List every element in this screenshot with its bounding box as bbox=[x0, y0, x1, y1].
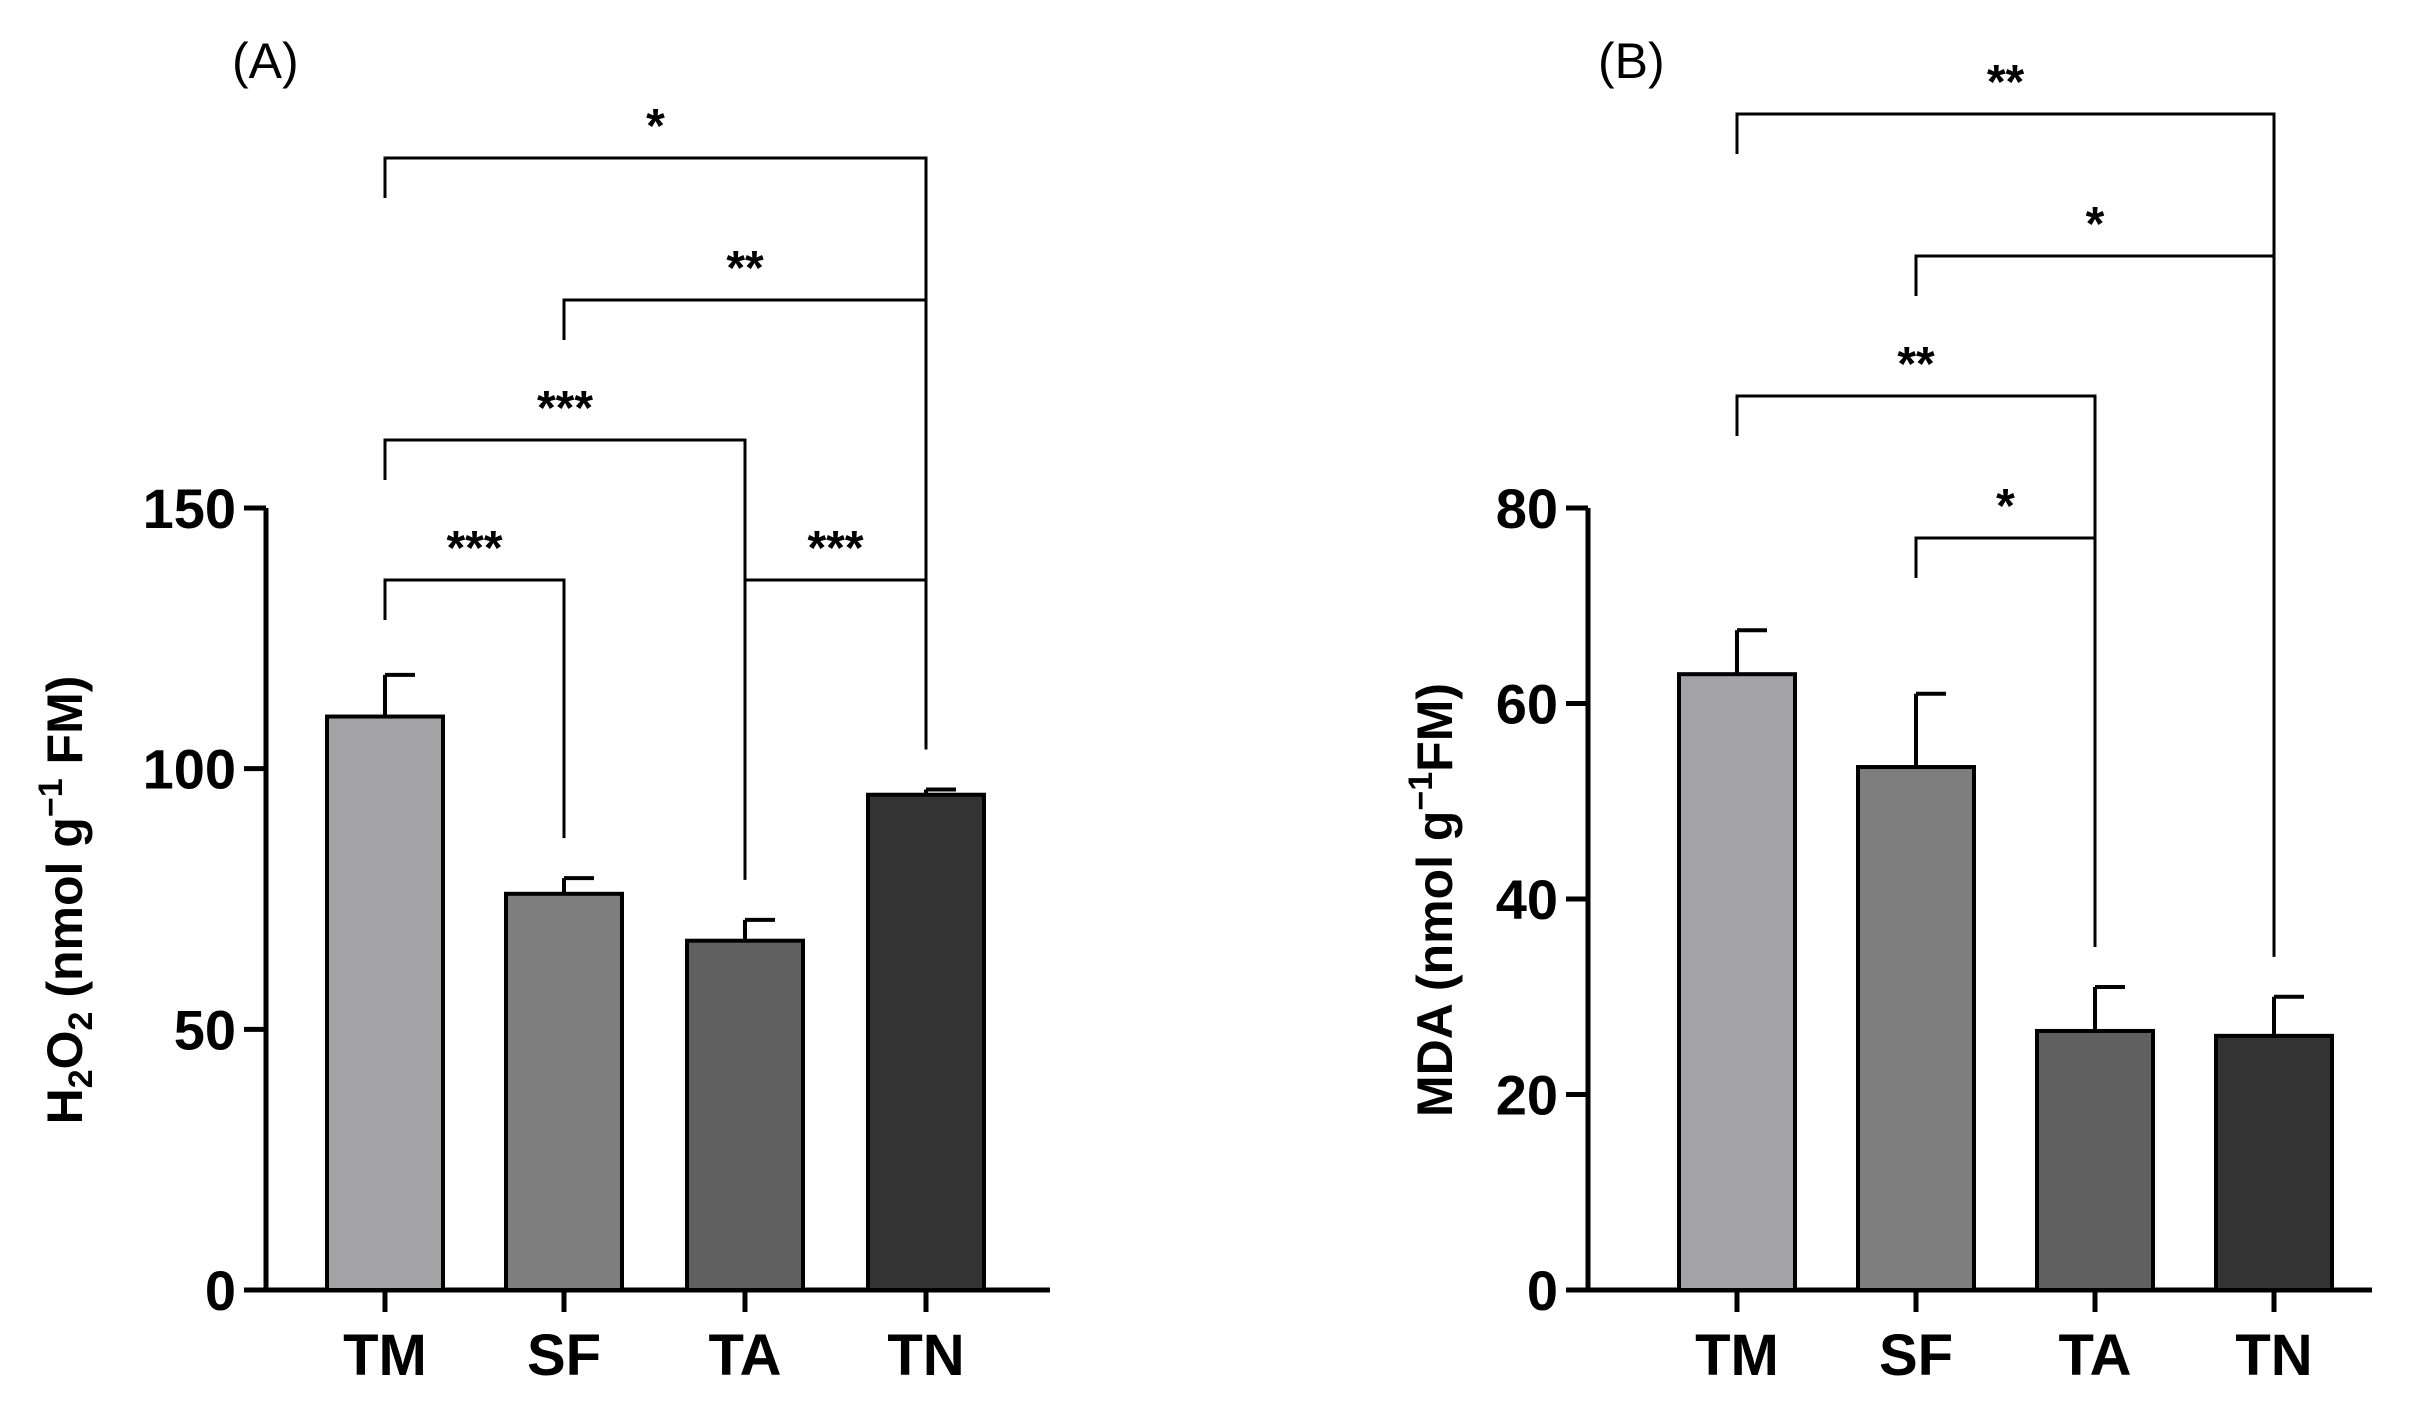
panel-a-category-label: TA bbox=[708, 1323, 781, 1388]
panel-a-significance-label: *** bbox=[537, 382, 593, 435]
panel-b-bar-tm bbox=[1677, 672, 1797, 1292]
panel-a-bar-tn bbox=[866, 792, 986, 1292]
panel-b-y-tick-label: 60 bbox=[1496, 673, 1558, 736]
panel-b-significance-label: * bbox=[2086, 198, 2105, 251]
panel-b-category-label: TM bbox=[1695, 1323, 1779, 1388]
panel-a-significance-label: *** bbox=[807, 522, 863, 575]
panel-a-bar-ta bbox=[685, 938, 805, 1292]
panel-b-y-tick-label: 0 bbox=[1527, 1259, 1558, 1322]
panel-a-y-tick-label: 50 bbox=[174, 998, 236, 1061]
panel-a-bar-tm bbox=[325, 714, 445, 1292]
panel-b-y-tick-label: 80 bbox=[1496, 477, 1558, 540]
panel-a-significance-label: ** bbox=[726, 242, 764, 295]
panel-b-category-label: SF bbox=[1879, 1323, 1953, 1388]
panel-b-significance-label: ** bbox=[1897, 338, 1935, 391]
panel-b-category-label: TA bbox=[2058, 1323, 2131, 1388]
panel-a-y-tick-label: 100 bbox=[143, 738, 236, 801]
panel-b-bar-ta bbox=[2035, 1028, 2155, 1293]
panel-b-significance-bracket bbox=[1735, 394, 2097, 947]
panel-a-bar-sf bbox=[504, 891, 624, 1293]
panel-b-label: (B) bbox=[1598, 33, 1665, 89]
panel-a-label: (A) bbox=[232, 33, 299, 89]
panel-a-y-tick-label: 150 bbox=[143, 477, 236, 540]
panel-a-y-tick-label: 0 bbox=[205, 1259, 236, 1322]
panel-a-significance-bracket bbox=[383, 156, 928, 750]
panel-b-significance-bracket bbox=[1735, 112, 2276, 957]
panel-b-y-tick-label: 40 bbox=[1496, 868, 1558, 931]
panel-b-category-label: TN bbox=[2235, 1323, 2312, 1388]
panel-a: (A) H2O2 (nmol g−1 FM) 0 50 100 150 TM SF TA T… bbox=[32, 33, 1050, 1388]
panel-b-y-tick-label: 20 bbox=[1496, 1064, 1558, 1127]
panel-a-significance-bracket bbox=[743, 578, 928, 750]
panel-a-category-label: TN bbox=[887, 1323, 964, 1388]
panel-b-significance-label: * bbox=[1996, 480, 2015, 533]
panel-a-category-label: TM bbox=[343, 1323, 427, 1388]
panel-a-significance-label: *** bbox=[446, 522, 502, 575]
panel-b-significance-label: ** bbox=[1987, 56, 2025, 109]
panel-b-bar-tn bbox=[2214, 1033, 2334, 1292]
panel-a-significance-bracket bbox=[383, 438, 747, 880]
panel-a-category-label: SF bbox=[527, 1323, 601, 1388]
panel-b-y-axis-label: MDA (nmol g−1FM) bbox=[1402, 683, 1463, 1117]
panel-b-bar-sf bbox=[1856, 765, 1976, 1292]
panel-a-significance-label: * bbox=[646, 100, 665, 153]
panel-a-y-axis-label: H2O2 (nmol g−1 FM) bbox=[32, 676, 100, 1125]
panel-a-significance-bracket bbox=[383, 578, 566, 839]
